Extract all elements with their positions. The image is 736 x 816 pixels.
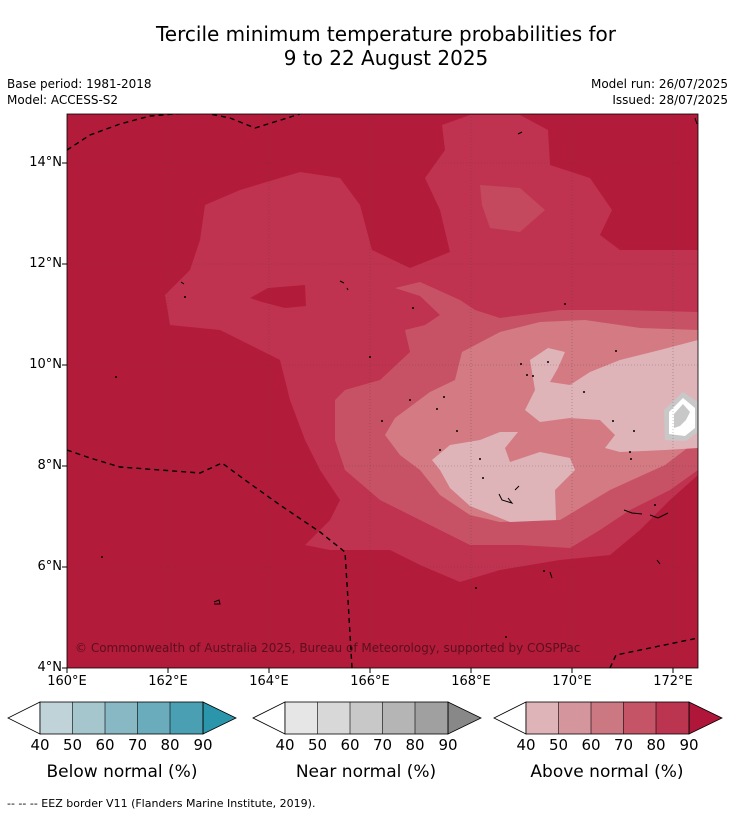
below-swatch-70 (137, 702, 170, 734)
lon-label-166e: 166°E (350, 674, 390, 689)
lat-label-8n: 8°N (37, 458, 63, 473)
near-swatch-70 (382, 702, 415, 734)
above-tick-50: 50 (548, 736, 569, 754)
model-run-text: Model run: 26/07/2025 (590, 77, 728, 91)
band-50 (432, 432, 575, 522)
above-arrow-high (688, 701, 723, 735)
above-swatch-50 (558, 702, 591, 734)
gridlines (67, 114, 698, 668)
above-swatch-60 (591, 702, 624, 734)
below-swatch-50 (72, 702, 105, 734)
lat-label-14n: 14°N (29, 155, 62, 170)
eez-borders (67, 114, 698, 668)
above-arrow-low (493, 701, 527, 735)
below-tick-40: 40 (30, 736, 50, 754)
map-frame (66, 113, 699, 669)
above-swatch-80 (656, 702, 689, 734)
near-tick-80: 80 (405, 736, 425, 754)
colorbar-near (252, 701, 482, 735)
lon-ticks (66, 668, 674, 673)
below-normal-label: Below normal (%) (46, 762, 198, 782)
near-swatch-60 (350, 702, 383, 734)
colorbar-above (493, 701, 723, 735)
colorbar-below (7, 701, 237, 735)
near-tick-40: 40 (275, 736, 295, 754)
near-swatch-80 (415, 702, 448, 734)
near-arrow-low (252, 701, 286, 735)
below-swatch-60 (105, 702, 138, 734)
title-line-1: Tercile minimum temperature probabilitie… (155, 22, 617, 46)
below-tick-60: 60 (95, 736, 115, 754)
near-tick-50: 50 (307, 736, 328, 754)
near-arrow-high (447, 701, 482, 735)
near-normal-inner (674, 404, 690, 428)
islands (180, 117, 698, 605)
above-tick-60: 60 (581, 736, 601, 754)
near-swatch-50 (317, 702, 350, 734)
below-arrow-low (7, 701, 41, 735)
meta-left: Base period: 1981-2018 Model: ACCESS-S2 (7, 76, 152, 108)
near-tick-90: 90 (438, 736, 458, 754)
near-normal-label: Near normal (%) (295, 762, 437, 782)
copyright-text: © Commonwealth of Australia 2025, Bureau… (75, 641, 581, 655)
below-tick-80: 80 (160, 736, 180, 754)
band-90-island (250, 285, 306, 308)
below-tick-50: 50 (62, 736, 83, 754)
lat-label-4n: 4°N (37, 660, 63, 675)
base-period-text: Base period: 1981-2018 (7, 77, 152, 91)
band-80-detail (480, 185, 545, 232)
issued-text: Issued: 28/07/2025 (612, 93, 728, 107)
island-dots (101, 296, 656, 638)
lon-label-164e: 164°E (249, 674, 289, 689)
below-swatch-80 (170, 702, 203, 734)
title-line-2: 9 to 22 August 2025 (283, 46, 489, 70)
lat-label-10n: 10°N (29, 357, 62, 372)
band-50-east (525, 340, 698, 452)
below-swatch-40 (40, 702, 73, 734)
lon-label-160e: 160°E (47, 674, 87, 689)
above-swatch-70 (623, 702, 656, 734)
below-arrow-high (202, 701, 237, 735)
above-tick-70: 70 (613, 736, 634, 754)
below-tick-90: 90 (193, 736, 213, 754)
above-tick-80: 80 (646, 736, 666, 754)
lat-label-6n: 6°N (37, 559, 63, 574)
lon-label-170e: 170°E (552, 674, 592, 689)
lat-ticks (62, 162, 67, 669)
meta-right: Model run: 26/07/2025 Issued: 28/07/2025 (591, 76, 728, 108)
near-tick-60: 60 (340, 736, 360, 754)
near-swatch-40 (285, 702, 318, 734)
map-area (67, 114, 698, 668)
near-tick-70: 70 (372, 736, 393, 754)
eez-footnote: -- -- -- EEZ border V11 (Flanders Marine… (7, 797, 316, 810)
above-swatch-40 (526, 702, 559, 734)
lon-label-162e: 162°E (148, 674, 188, 689)
lon-label-172e: 172°E (653, 674, 693, 689)
below-tick-70: 70 (127, 736, 148, 754)
above-normal-label: Above normal (%) (530, 762, 684, 782)
lat-label-12n: 12°N (29, 256, 62, 271)
above-tick-40: 40 (516, 736, 536, 754)
model-text: Model: ACCESS-S2 (7, 93, 119, 107)
above-tick-90: 90 (679, 736, 699, 754)
map-title: Tercile minimum temperature probabilitie… (0, 22, 736, 70)
lon-label-168e: 168°E (451, 674, 491, 689)
